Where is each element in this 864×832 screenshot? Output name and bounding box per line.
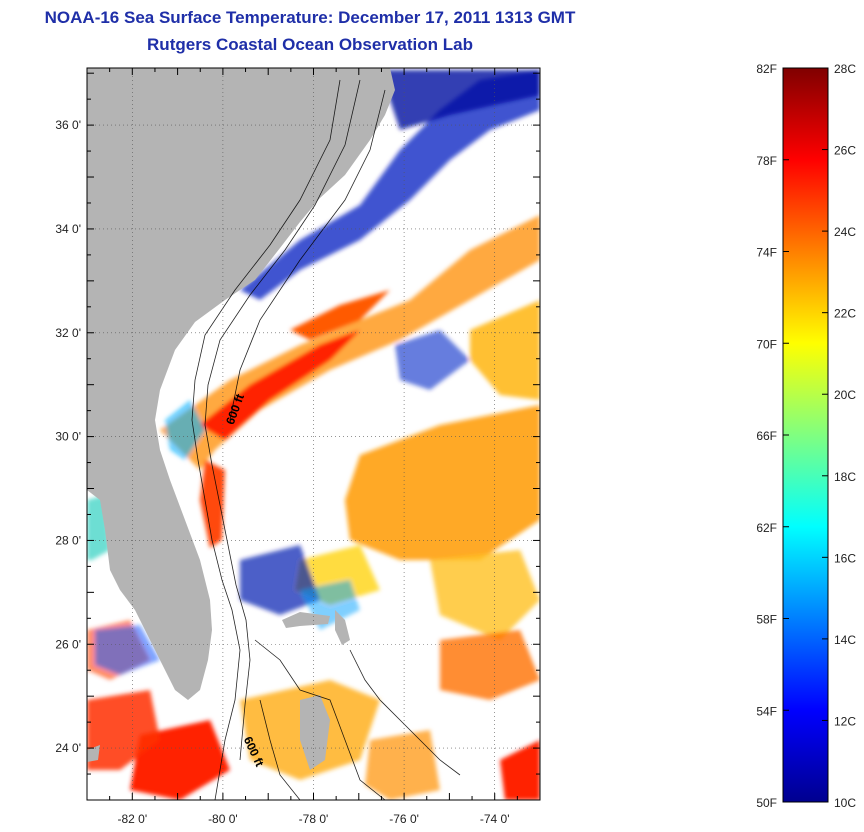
abaco-land — [335, 610, 350, 645]
fahrenheit-label: 50F — [756, 796, 777, 810]
fahrenheit-label: 70F — [756, 337, 777, 351]
andros-land — [300, 695, 330, 770]
grand-bahama-land — [282, 612, 330, 628]
fahrenheit-label: 74F — [756, 246, 777, 260]
lat-tick-label: 28 0' — [55, 533, 81, 547]
lat-tick-label: 36 0' — [55, 118, 81, 132]
lat-tick-label: 26 0' — [55, 637, 81, 651]
small-island-land — [87, 745, 100, 762]
lon-tick-label: -76 0' — [389, 812, 419, 826]
map-title: NOAA-16 Sea Surface Temperature: Decembe… — [44, 8, 576, 27]
bathymetry-contours — [191, 79, 461, 800]
fahrenheit-label: 66F — [756, 429, 777, 443]
celsius-label: 18C — [834, 470, 856, 484]
celsius-label: 10C — [834, 796, 856, 810]
fahrenheit-label: 78F — [756, 154, 777, 168]
lon-tick-label: -78 0' — [299, 812, 329, 826]
colorbar-gradient — [783, 68, 828, 802]
lat-tick-label: 30 0' — [55, 430, 81, 444]
lat-tick-label: 34 0' — [55, 222, 81, 236]
celsius-label: 12C — [834, 714, 856, 728]
lon-tick-label: -74 0' — [480, 812, 510, 826]
colorbar-ticks: 82F 78F 74F 70F 66F 62F 58F 54F 50F 28C 26C 24C 22C 2… — [756, 62, 856, 810]
southeast-us-land — [87, 68, 395, 700]
celsius-label: 16C — [834, 551, 856, 565]
fahrenheit-label: 82F — [756, 62, 777, 76]
celsius-label: 28C — [834, 62, 856, 76]
longitude-axis: -82 0' -80 0' -78 0' -76 0' -74 0' — [86, 68, 541, 826]
celsius-label: 26C — [834, 144, 856, 158]
lat-tick-label: 24 0' — [55, 741, 81, 755]
celsius-label: 20C — [834, 388, 856, 402]
lon-tick-label: -80 0' — [208, 812, 238, 826]
latitude-axis: 36 0' 34 0' 32 0' 30 0' 28 0' 26 0' 24 0' — [55, 72, 540, 801]
fahrenheit-label: 54F — [756, 704, 777, 718]
celsius-label: 24C — [834, 225, 856, 239]
celsius-label: 22C — [834, 307, 856, 321]
map-subtitle: Rutgers Coastal Ocean Observation Lab — [147, 35, 473, 54]
lon-tick-label: -82 0' — [117, 812, 147, 826]
fahrenheit-label: 62F — [756, 521, 777, 535]
fahrenheit-label: 58F — [756, 613, 777, 627]
celsius-label: 14C — [834, 633, 856, 647]
sst-patches — [87, 70, 540, 800]
lat-tick-label: 32 0' — [55, 326, 81, 340]
